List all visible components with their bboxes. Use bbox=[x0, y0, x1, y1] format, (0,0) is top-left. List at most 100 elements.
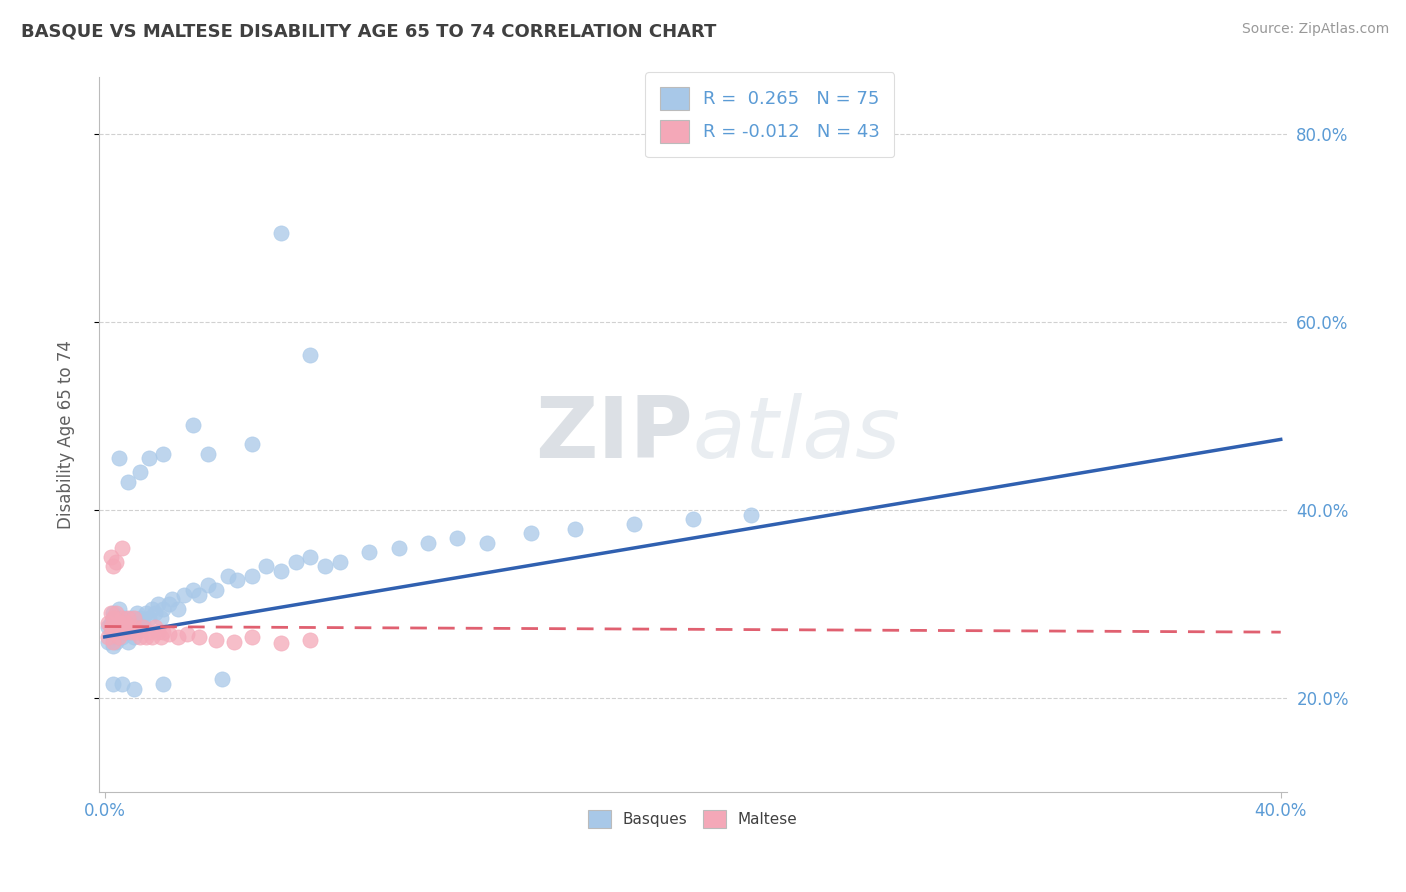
Point bbox=[108, 625, 131, 640]
Point bbox=[388, 541, 411, 555]
Point bbox=[108, 615, 131, 630]
Point bbox=[103, 625, 125, 640]
Point bbox=[100, 607, 122, 621]
Point bbox=[149, 611, 172, 625]
Point bbox=[100, 620, 122, 634]
Point bbox=[108, 611, 131, 625]
Point bbox=[299, 549, 322, 564]
Point bbox=[125, 607, 148, 621]
Point bbox=[125, 625, 148, 640]
Point bbox=[117, 611, 139, 625]
Point bbox=[120, 611, 142, 625]
Point bbox=[120, 625, 142, 640]
Point bbox=[122, 620, 145, 634]
Point bbox=[129, 620, 152, 634]
Point bbox=[129, 611, 152, 625]
Point bbox=[211, 672, 233, 686]
Point bbox=[162, 592, 184, 607]
Text: Source: ZipAtlas.com: Source: ZipAtlas.com bbox=[1241, 22, 1389, 37]
Point bbox=[132, 615, 155, 630]
Point bbox=[135, 630, 157, 644]
Point bbox=[359, 545, 381, 559]
Point bbox=[105, 607, 128, 621]
Legend: Basques, Maltese: Basques, Maltese bbox=[582, 804, 804, 834]
Point bbox=[97, 615, 120, 630]
Point bbox=[152, 677, 174, 691]
Point bbox=[270, 564, 292, 578]
Point bbox=[114, 620, 136, 634]
Point bbox=[240, 630, 263, 644]
Point bbox=[97, 620, 120, 634]
Point bbox=[181, 418, 204, 433]
Y-axis label: Disability Age 65 to 74: Disability Age 65 to 74 bbox=[58, 340, 75, 529]
Point bbox=[111, 630, 134, 644]
Text: atlas: atlas bbox=[693, 393, 901, 476]
Text: BASQUE VS MALTESE DISABILITY AGE 65 TO 74 CORRELATION CHART: BASQUE VS MALTESE DISABILITY AGE 65 TO 7… bbox=[21, 22, 717, 40]
Point bbox=[111, 541, 134, 555]
Point bbox=[105, 634, 128, 648]
Point bbox=[222, 634, 245, 648]
Point bbox=[108, 630, 131, 644]
Point bbox=[146, 597, 169, 611]
Point bbox=[740, 508, 762, 522]
Point bbox=[132, 620, 155, 634]
Point bbox=[299, 348, 322, 362]
Point bbox=[117, 634, 139, 648]
Point bbox=[564, 522, 586, 536]
Point bbox=[100, 625, 122, 640]
Point bbox=[122, 681, 145, 696]
Point bbox=[100, 549, 122, 564]
Point bbox=[117, 475, 139, 489]
Point bbox=[135, 607, 157, 621]
Point bbox=[129, 465, 152, 479]
Point bbox=[122, 630, 145, 644]
Point bbox=[105, 620, 128, 634]
Point bbox=[103, 559, 125, 574]
Point bbox=[117, 625, 139, 640]
Point bbox=[105, 555, 128, 569]
Point bbox=[152, 446, 174, 460]
Point bbox=[143, 607, 166, 621]
Point bbox=[146, 625, 169, 640]
Point bbox=[100, 615, 122, 630]
Point bbox=[108, 451, 131, 466]
Point bbox=[122, 611, 145, 625]
Point bbox=[205, 632, 228, 647]
Point bbox=[103, 607, 125, 621]
Point bbox=[187, 630, 209, 644]
Point bbox=[114, 611, 136, 625]
Point bbox=[682, 512, 704, 526]
Point bbox=[122, 615, 145, 630]
Point bbox=[270, 636, 292, 650]
Point bbox=[197, 446, 219, 460]
Point bbox=[217, 568, 239, 582]
Point bbox=[138, 451, 160, 466]
Point bbox=[416, 536, 439, 550]
Point bbox=[270, 226, 292, 240]
Point bbox=[314, 559, 336, 574]
Point bbox=[149, 630, 172, 644]
Point bbox=[329, 555, 352, 569]
Point bbox=[108, 601, 131, 615]
Point bbox=[103, 611, 125, 625]
Point bbox=[138, 625, 160, 640]
Point bbox=[205, 582, 228, 597]
Point bbox=[129, 630, 152, 644]
Point bbox=[167, 630, 190, 644]
Point bbox=[114, 615, 136, 630]
Point bbox=[111, 677, 134, 691]
Point bbox=[103, 630, 125, 644]
Point bbox=[475, 536, 498, 550]
Point bbox=[226, 574, 249, 588]
Point bbox=[117, 620, 139, 634]
Point bbox=[152, 601, 174, 615]
Point bbox=[240, 437, 263, 451]
Point bbox=[111, 611, 134, 625]
Point bbox=[143, 620, 166, 634]
Point bbox=[157, 627, 180, 641]
Point bbox=[284, 555, 307, 569]
Point bbox=[299, 632, 322, 647]
Point bbox=[152, 625, 174, 640]
Point bbox=[105, 620, 128, 634]
Point bbox=[520, 526, 543, 541]
